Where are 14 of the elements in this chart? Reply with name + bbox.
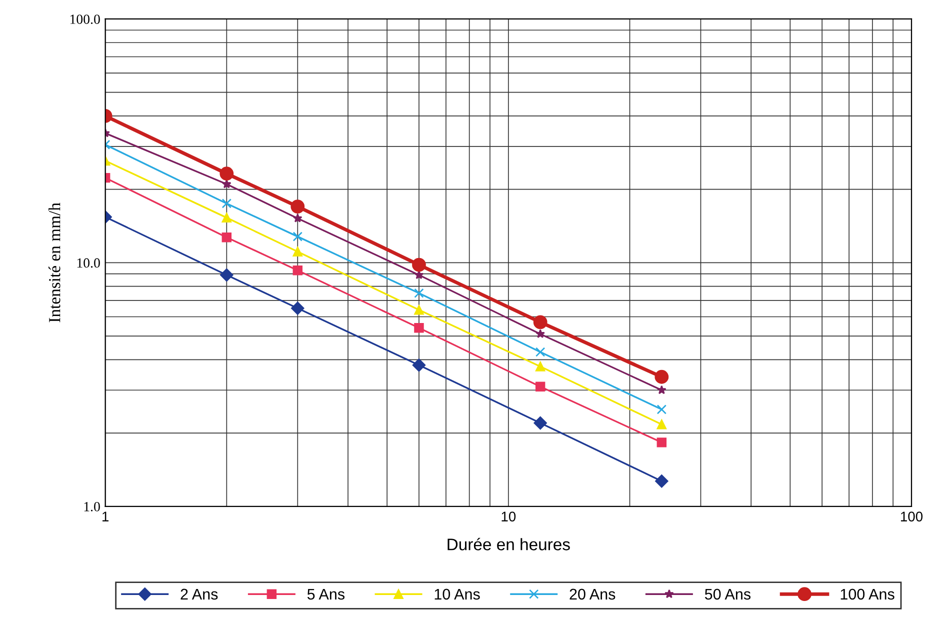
legend-label: 2 Ans (180, 588, 218, 600)
legend-label: 50 Ans (704, 588, 750, 600)
y-axis-title: Intensité en mm/h (48, 202, 60, 322)
y-tick-label: 1.0 (84, 502, 100, 512)
x-tick-label: 10 (502, 512, 516, 522)
legend-label: 20 Ans (570, 588, 616, 600)
y-tick-label: 100.0 (70, 14, 100, 24)
x-tick-label: 100 (900, 512, 923, 522)
legend-label: 100 Ans (840, 588, 894, 600)
legend-label: 5 Ans (307, 588, 344, 600)
x-axis-title: Durée en heures (448, 538, 570, 550)
x-tick-label: 1 (102, 512, 108, 522)
legend-label: 10 Ans (434, 588, 480, 600)
y-tick-label: 10.0 (77, 258, 100, 268)
